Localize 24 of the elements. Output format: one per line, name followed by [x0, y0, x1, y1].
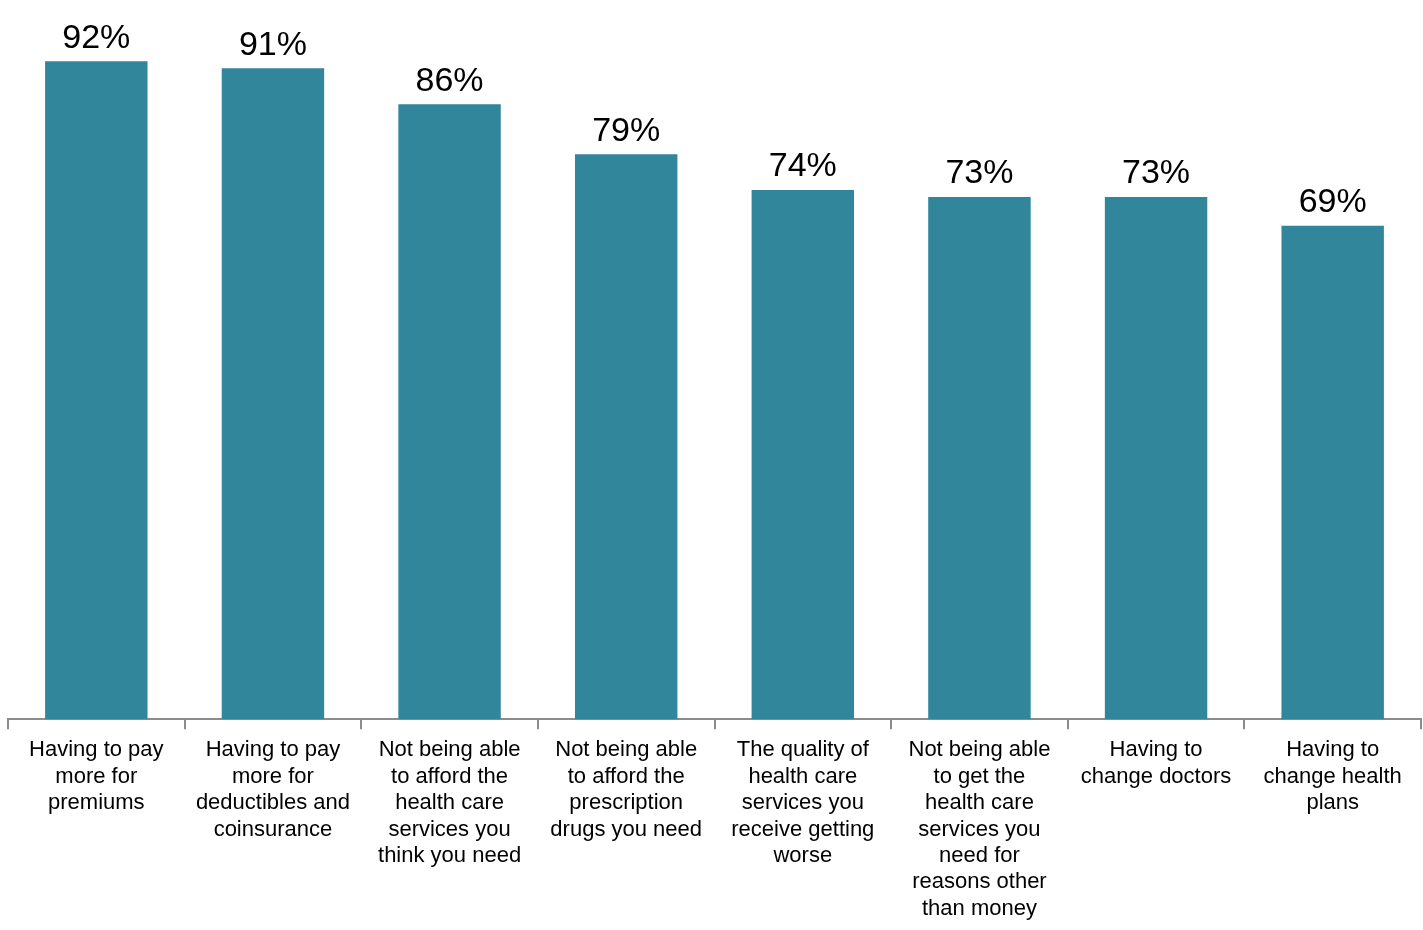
x-tick-label: Having to change health plans [1263, 736, 1402, 815]
x-tick-label: Having to pay more for premiums [29, 736, 164, 815]
x-tick-label: Having to change doctors [1080, 736, 1232, 788]
x-tick-label: Having to pay more for deductibles and coinsurance [195, 736, 350, 841]
data-label: 79% [592, 109, 661, 148]
data-label: 69% [1298, 181, 1367, 220]
bar [1104, 197, 1208, 720]
data-label: 91% [238, 23, 307, 62]
data-label: 73% [945, 152, 1014, 191]
bar [221, 68, 325, 720]
bar [928, 197, 1031, 720]
x-tick-label: Not being able to afford the prescription drugs you need [550, 736, 703, 841]
x-tick-label: The quality of health care services you receive getting worse [731, 736, 875, 868]
data-label: 74% [768, 145, 837, 184]
bar [751, 189, 855, 720]
data-label: 92% [62, 16, 131, 55]
bar [398, 104, 501, 720]
x-tick-label: Not being able to get the health care services you need for reasons other than money [908, 736, 1051, 920]
bar [574, 154, 678, 720]
bar [1281, 225, 1384, 720]
x-tick-label: Not being able to afford the health care services you think you need [378, 736, 522, 868]
data-label: 73% [1122, 152, 1191, 191]
bar [45, 61, 148, 720]
data-label: 86% [415, 59, 484, 98]
